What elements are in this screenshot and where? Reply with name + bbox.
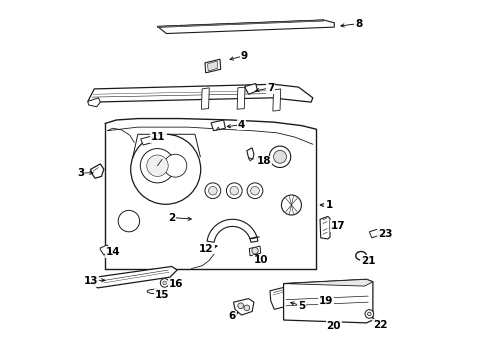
Circle shape [368,312,371,316]
Polygon shape [157,20,334,33]
Polygon shape [205,59,220,73]
Circle shape [273,150,287,163]
Polygon shape [270,285,297,309]
Polygon shape [100,245,109,255]
Polygon shape [249,237,260,239]
Polygon shape [88,84,313,102]
Polygon shape [157,20,323,27]
Polygon shape [284,279,373,286]
Text: 1: 1 [325,200,333,210]
Text: 21: 21 [361,256,375,266]
Circle shape [140,149,174,183]
Circle shape [244,305,249,311]
Circle shape [160,279,169,287]
Text: 22: 22 [373,320,387,330]
Circle shape [118,210,140,232]
Polygon shape [369,229,379,238]
Text: 20: 20 [326,321,341,331]
Polygon shape [147,289,163,294]
Polygon shape [201,88,209,109]
Polygon shape [320,216,330,239]
Polygon shape [284,279,373,323]
Circle shape [247,183,263,199]
Polygon shape [249,246,261,256]
Polygon shape [245,84,258,94]
Polygon shape [88,98,100,107]
Text: 17: 17 [331,221,345,231]
Text: 7: 7 [267,83,274,93]
Polygon shape [92,266,177,288]
Text: 16: 16 [169,279,184,289]
Text: 2: 2 [168,212,175,222]
Polygon shape [247,148,254,159]
Text: 13: 13 [83,276,98,286]
Circle shape [147,155,168,176]
Polygon shape [234,298,254,315]
Polygon shape [273,89,281,111]
Text: 18: 18 [256,157,271,166]
Circle shape [238,303,244,309]
Polygon shape [207,219,258,242]
Circle shape [205,183,220,199]
Circle shape [209,186,217,195]
Circle shape [226,183,242,199]
Circle shape [163,281,167,285]
Circle shape [164,154,187,177]
Text: 10: 10 [254,255,269,265]
Text: 6: 6 [229,311,236,321]
Polygon shape [141,136,152,145]
Text: 9: 9 [241,51,248,61]
Text: 5: 5 [298,301,305,311]
Circle shape [281,195,301,215]
Circle shape [131,134,201,204]
Polygon shape [211,120,225,131]
Text: 12: 12 [199,244,214,253]
Text: 4: 4 [238,120,245,130]
Text: 14: 14 [105,247,120,257]
Polygon shape [91,164,104,178]
Text: 15: 15 [155,290,170,300]
Circle shape [270,146,291,167]
Polygon shape [237,87,245,109]
Text: 11: 11 [151,132,166,142]
Text: 8: 8 [355,18,362,28]
Circle shape [251,186,259,195]
Text: 19: 19 [319,296,334,306]
Text: 23: 23 [378,229,392,239]
Circle shape [230,186,239,195]
Circle shape [365,310,373,318]
Polygon shape [207,61,218,71]
Circle shape [252,248,258,254]
Text: 3: 3 [77,168,84,178]
